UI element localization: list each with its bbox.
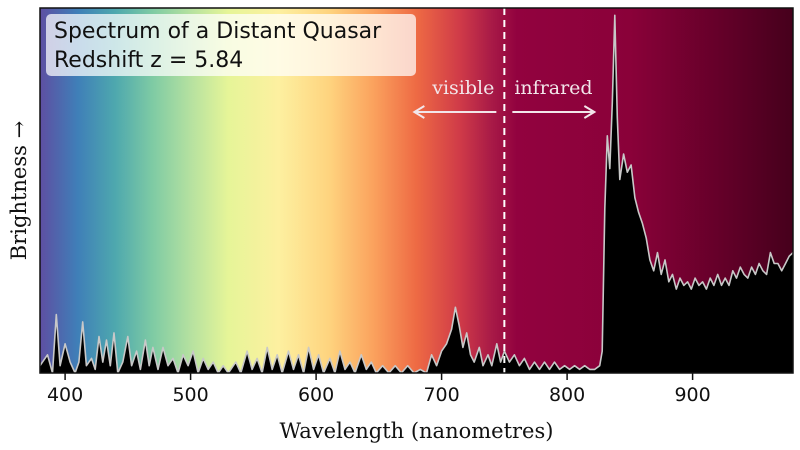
x-axis-label: Wavelength (nanometres) [280,419,554,443]
x-tick-label-400: 400 [47,384,83,406]
spectrum-line [39,14,794,374]
visible-arrowhead [412,105,425,119]
region-labels: visible infrared [412,77,597,119]
y-axis-label: Brightness → [7,121,31,260]
x-tick-label-800: 800 [549,384,585,406]
spectrum-area [40,15,793,374]
x-tick-label-700: 700 [423,384,459,406]
chart-subtitle: Redshift z = 5.84 [54,48,243,73]
x-tick-label-600: 600 [298,384,334,406]
x-axis-ticks: 400 500 600 700 800 900 [47,373,711,406]
plot-frame [39,7,794,374]
title-box [46,14,416,76]
chart-title: Spectrum of a Distant Quasar [54,19,382,44]
x-tick-label-500: 500 [172,384,208,406]
infrared-label: infrared [514,77,592,99]
visible-label: visible [431,77,494,99]
infrared-arrowhead [583,105,597,119]
x-tick-label-900: 900 [674,384,710,406]
